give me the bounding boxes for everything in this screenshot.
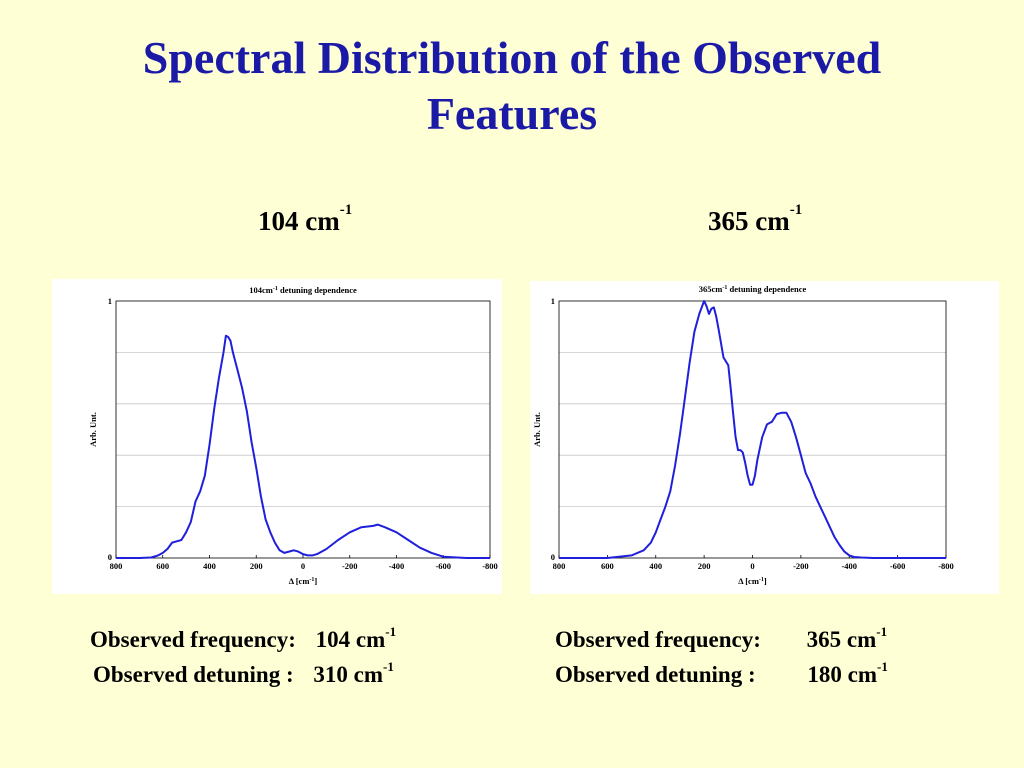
left-chart-heading: 104 cm-1 bbox=[258, 202, 352, 237]
right-observed-detuning: Observed detuning : 180 cm-1 bbox=[555, 659, 888, 688]
right-chart-title-sup: -1 bbox=[722, 285, 727, 291]
slide-title-line-2: Features bbox=[426, 88, 598, 139]
right-ylabel: Arb. Unt. bbox=[532, 412, 542, 447]
left-xtick-label: 600 bbox=[156, 561, 169, 571]
right-xtick-label: -400 bbox=[841, 561, 857, 571]
slide-title-line-1: Spectral Distribution of the Observed bbox=[142, 32, 882, 83]
right-freq-label: Observed frequency: bbox=[555, 627, 761, 652]
right-xtick-label: -800 bbox=[938, 561, 954, 571]
slide-title: Spectral Distribution of the Observed Fe… bbox=[0, 30, 1024, 142]
left-plot-frame bbox=[115, 300, 491, 559]
right-xlabel: Δ [cm-1] bbox=[738, 576, 767, 586]
left-freq-label: Observed frequency: bbox=[90, 627, 296, 652]
left-observed-frequency: Observed frequency: 104 cm-1 bbox=[90, 624, 397, 653]
left-det-value: 310 cm bbox=[313, 662, 384, 687]
right-freq-value: 365 cm bbox=[806, 627, 877, 652]
left-xtick-label: -400 bbox=[389, 561, 405, 571]
left-ytick-label: 1 bbox=[108, 296, 112, 306]
left-xtick-label: -800 bbox=[482, 561, 498, 571]
right-xtick-label: 600 bbox=[601, 561, 614, 571]
right-xtick-label: 800 bbox=[553, 561, 566, 571]
right-xtick-label: -200 bbox=[793, 561, 809, 571]
left-xtick-label: -200 bbox=[342, 561, 358, 571]
left-det-label: Observed detuning : bbox=[93, 662, 294, 687]
right-chart-title-rest: detuning dependence bbox=[727, 284, 806, 294]
left-xlabel: Δ [cm-1] bbox=[289, 576, 318, 586]
left-ylabel: Arb. Unt. bbox=[88, 412, 98, 447]
right-plot-frame bbox=[558, 300, 947, 559]
left-det-sup: -1 bbox=[383, 659, 394, 674]
left-xtick-label: 200 bbox=[250, 561, 263, 571]
right-ytick-label: 0 bbox=[551, 552, 555, 562]
left-series-line bbox=[116, 334, 490, 559]
left-freq-value: 104 cm bbox=[315, 627, 386, 652]
right-xlabel-sup: -1 bbox=[759, 577, 764, 583]
right-xtick-label: -600 bbox=[890, 561, 906, 571]
right-heading-value: 365 cm bbox=[708, 206, 790, 236]
right-xtick-label: 400 bbox=[649, 561, 662, 571]
left-ytick-label: 0 bbox=[108, 552, 112, 562]
left-observed-detuning: Observed detuning : 310 cm-1 bbox=[93, 659, 394, 688]
right-xtick-label: 0 bbox=[750, 561, 754, 571]
right-chart-panel: 365cm-1 detuning dependence 800 600 400 200 0… bbox=[530, 281, 999, 594]
left-xtick-label: 400 bbox=[203, 561, 216, 571]
right-freq-sup: -1 bbox=[876, 624, 888, 639]
left-heading-sup: -1 bbox=[339, 202, 353, 218]
right-observed-frequency: Observed frequency: 365 cm-1 bbox=[555, 624, 888, 653]
left-heading-value: 104 cm bbox=[258, 206, 340, 236]
right-det-value: 180 cm bbox=[807, 662, 878, 687]
left-chart-panel: 104cm-1 detuning dependence 800 600 400 200 0… bbox=[52, 279, 502, 594]
left-xtick-label: -600 bbox=[435, 561, 451, 571]
right-xlabel-end: ] bbox=[764, 576, 767, 586]
right-heading-sup: -1 bbox=[789, 202, 803, 218]
left-chart-title: 104cm-1 detuning dependence bbox=[249, 285, 357, 295]
right-series-line bbox=[559, 300, 946, 559]
left-chart-title-sup: -1 bbox=[273, 286, 278, 292]
right-det-sup: -1 bbox=[877, 659, 888, 674]
left-xtick-label: 0 bbox=[301, 561, 305, 571]
right-xtick-label: 200 bbox=[698, 561, 711, 571]
left-chart-title-rest: detuning dependence bbox=[278, 285, 357, 295]
left-freq-sup: -1 bbox=[385, 624, 397, 639]
left-xlabel-end: ] bbox=[314, 576, 317, 586]
left-xlabel-sup: -1 bbox=[309, 577, 314, 583]
left-xtick-label: 800 bbox=[110, 561, 123, 571]
right-ytick-label: 1 bbox=[551, 296, 555, 306]
right-chart-title-main: 365cm bbox=[699, 284, 723, 294]
right-chart-title: 365cm-1 detuning dependence bbox=[699, 284, 807, 294]
left-chart-title-main: 104cm bbox=[249, 285, 273, 295]
right-chart-heading: 365 cm-1 bbox=[708, 202, 802, 237]
right-xlabel-main: Δ [cm bbox=[738, 576, 759, 586]
right-det-label: Observed detuning : bbox=[555, 662, 756, 687]
left-xlabel-main: Δ [cm bbox=[289, 576, 310, 586]
